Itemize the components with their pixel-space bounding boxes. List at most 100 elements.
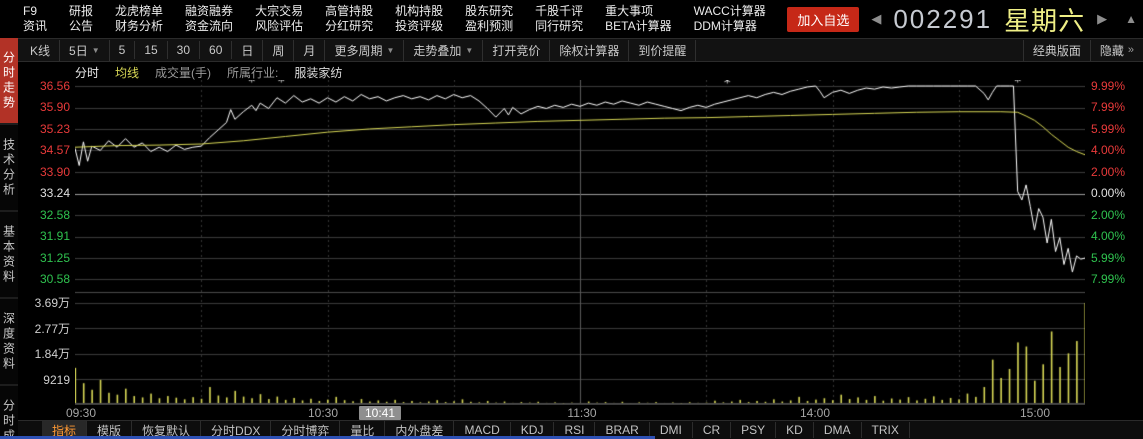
toolbar-button[interactable]: 周 <box>263 39 295 61</box>
price-axis-label: 33.90 <box>39 165 70 179</box>
menu-item[interactable]: 重大事项 BETA计算器 <box>594 2 682 36</box>
indicator-tab[interactable]: MACD <box>454 422 511 438</box>
price-axis-label: 31.91 <box>39 229 70 243</box>
price-axis-label: 31.25 <box>39 251 70 265</box>
menu-item[interactable]: 高管持股 分红研究 <box>314 2 384 36</box>
menu-item-line1: 机构持股 <box>395 4 444 18</box>
indicator-tab-bar: 指标 模版 恢复默认 分时DDX 分时博弈 量比 内外盘差 <box>18 420 1143 439</box>
time-axis-label: 09:30 <box>65 406 97 420</box>
menu-item[interactable]: F9 资讯 <box>12 2 58 36</box>
indicator-tab[interactable]: DMA <box>814 422 862 438</box>
menu-item-line1: 重大事项 <box>605 4 654 18</box>
menu-item[interactable]: 大宗交易 风险评估 <box>244 2 314 36</box>
toolbar-button[interactable]: 打开竞价 <box>483 39 551 61</box>
next-stock-icon[interactable]: ▶ <box>1097 11 1108 26</box>
chart-legend: 分时 均线 成交量(手) 所属行业: 服装家纺 <box>75 64 342 80</box>
toolbar-button[interactable]: K线 <box>21 39 61 61</box>
indicator-tab-label: CR <box>702 423 721 437</box>
sidebar-item[interactable]: 分时成交 <box>0 386 18 439</box>
prev-stock-icon[interactable]: ◀ <box>871 11 882 26</box>
indicator-tab-label: KD <box>786 423 803 437</box>
indicator-tab-label: DMA <box>823 423 851 437</box>
sidebar-item-label: 深度资料 <box>1 311 16 372</box>
indicator-tab[interactable]: 模版 <box>87 420 133 439</box>
sidebar-item-label: 技术分析 <box>1 137 16 198</box>
indicator-tab[interactable]: CR <box>693 422 732 438</box>
indicator-tab[interactable]: 分时博弈 <box>271 420 341 439</box>
volume-axis-label: 9219 <box>43 373 70 387</box>
toolbar-button-label: 更多周期 <box>334 43 383 58</box>
stock-name: 星期六 <box>1004 5 1086 36</box>
percent-axis-label: 2.00% <box>1091 208 1126 222</box>
indicator-tab[interactable]: 分时DDX <box>201 420 272 439</box>
indicator-tab-label: TRIX <box>871 423 899 437</box>
indicator-tab[interactable]: KD <box>776 422 814 438</box>
legend-volume[interactable]: 成交量(手) <box>155 65 212 80</box>
toolbar-button[interactable]: 60 <box>200 41 233 59</box>
menu-item[interactable]: 机构持股 投资评级 <box>384 2 454 36</box>
indicator-tab-label: RSI <box>564 423 585 437</box>
indicator-tab[interactable]: KDJ <box>511 422 555 438</box>
sidebar-item[interactable]: 基本资料 <box>0 212 18 299</box>
indicator-tab-label: PSY <box>741 423 766 437</box>
toolbar-button-label: 到价提醒 <box>638 43 687 58</box>
indicator-tab[interactable]: PSY <box>731 422 777 438</box>
indicator-tab[interactable]: 内外盘差 <box>385 420 455 439</box>
menu-item[interactable]: 融资融券 资金流向 <box>174 2 244 36</box>
add-watchlist-button[interactable]: 加入自选 <box>787 6 860 32</box>
sidebar-item[interactable]: 分时走势 <box>0 38 18 125</box>
toolbar-button-label: 15 <box>144 43 158 57</box>
indicator-tab[interactable]: 量比 <box>340 420 386 439</box>
toolbar-button[interactable]: 除权计算器 <box>550 39 630 61</box>
percent-axis-label: 4.00% <box>1091 229 1126 243</box>
menu-item-line2: 投资评级 <box>395 19 444 33</box>
toolbar-button[interactable]: 15 <box>135 41 168 59</box>
time-axis: 09:30 10:30 10:41 11:30 14:00 15:00 <box>66 404 1085 421</box>
volume-axis-label: 2.77万 <box>34 322 70 336</box>
period-buttons: K线 5日 ▼ 5 15 30 <box>18 39 697 61</box>
toolbar-button[interactable]: 月 <box>294 39 326 61</box>
toolbar-button[interactable]: 30 <box>168 41 201 59</box>
percent-axis-label: 4.00% <box>1091 143 1126 157</box>
menu-item[interactable]: WACC计算器 DDM计算器 <box>683 2 777 36</box>
legend-avg-line[interactable]: 均线 <box>115 65 140 80</box>
toolbar-button[interactable]: 走势叠加 ▼ <box>404 39 484 61</box>
indicator-tab[interactable]: BRAR <box>595 422 650 438</box>
left-sidebar: 分时走势 技术分析 基本资料 深度资料 分时成交 <box>0 38 18 439</box>
menu-item-line2: 资讯 <box>23 19 48 33</box>
time-axis-label: 10:41 <box>358 406 402 420</box>
menu-item[interactable]: 研报 公告 <box>58 2 104 36</box>
classic-layout-button[interactable]: 经典版面 <box>1022 39 1090 61</box>
toolbar-button[interactable]: 5 <box>110 41 136 59</box>
indicator-tab[interactable]: RSI <box>554 422 596 438</box>
industry-value[interactable]: 服装家纺 <box>294 65 343 80</box>
menu-item[interactable]: 千股千评 同行研究 <box>524 2 594 36</box>
toolbar-button[interactable]: 5日 ▼ <box>60 39 110 61</box>
legend-minute-line[interactable]: 分时 <box>75 65 100 80</box>
volume-axis-label: 3.69万 <box>34 296 70 310</box>
timeshare-chart-canvas[interactable] <box>75 80 1085 404</box>
sidebar-item[interactable]: 深度资料 <box>0 299 18 386</box>
percent-axis-label: 2.00% <box>1091 165 1126 179</box>
sidebar-item[interactable]: 技术分析 <box>0 125 18 212</box>
taskbar-edge <box>0 436 655 439</box>
toolbar-button-label: 打开竞价 <box>492 43 541 58</box>
toolbar-button-label: 30 <box>176 43 191 57</box>
indicator-tab[interactable]: DMI <box>650 422 693 438</box>
menu-item-line1: 大宗交易 <box>255 4 304 18</box>
toolbar-button-label: 月 <box>303 43 316 58</box>
toolbar-button[interactable]: 更多周期 ▼ <box>325 39 405 61</box>
indicator-tab[interactable]: 恢复默认 <box>132 420 202 439</box>
indicator-tab[interactable]: TRIX <box>862 422 910 438</box>
hide-button[interactable]: 隐藏 » <box>1089 39 1143 61</box>
classic-layout-label: 经典版面 <box>1032 43 1081 58</box>
corner-arrow-icon[interactable]: ▲ <box>1125 12 1137 26</box>
menu-item[interactable]: 龙虎榜单 财务分析 <box>104 2 174 36</box>
menu-item[interactable]: 股东研究 盈利预测 <box>454 2 524 36</box>
indicator-tab-label: 指标 <box>52 423 77 438</box>
indicator-tab[interactable]: 指标 <box>42 420 88 439</box>
toolbar-button[interactable]: 日 <box>232 39 264 61</box>
toolbar-button[interactable]: 到价提醒 <box>629 39 697 61</box>
menu-item-line2: DDM计算器 <box>693 19 757 33</box>
